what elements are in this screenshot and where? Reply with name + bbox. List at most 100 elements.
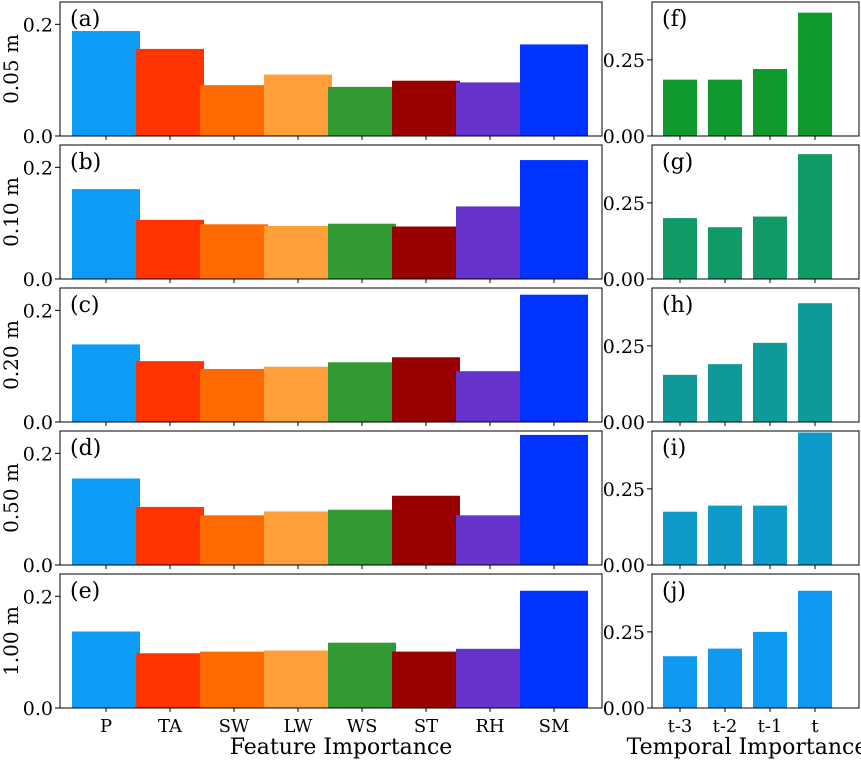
bar-t-2 — [708, 227, 742, 279]
bar-SW — [200, 368, 268, 422]
xtick-label: LW — [284, 716, 313, 737]
ytick-label: 0.25 — [603, 50, 645, 72]
bar-TA — [136, 48, 204, 136]
xtick-label: ST — [414, 716, 438, 737]
bar-TA — [136, 506, 204, 565]
panel-letter: (d) — [70, 436, 101, 461]
bar-SM — [520, 590, 588, 708]
panel-j: 0.00 0.25 t-3 t-2 t-1 t (j) — [603, 573, 860, 737]
bar-ST — [392, 80, 460, 136]
bar-LW — [264, 650, 332, 708]
bar-ST — [392, 226, 460, 279]
ytick-label: 0.0 — [23, 269, 53, 291]
panel-letter: (f) — [662, 7, 687, 32]
bar-P — [72, 344, 140, 422]
panel-frame — [651, 287, 860, 423]
panel-frame — [651, 430, 860, 566]
panel-c: 0.0 0.2 (c) 0.20 m — [0, 287, 603, 434]
xtick-label: t-2 — [713, 716, 738, 737]
bar-ST — [392, 495, 460, 565]
panel-letter: (a) — [70, 7, 100, 32]
bar-LW — [264, 511, 332, 565]
bar-LW — [264, 74, 332, 136]
bar-SM — [520, 160, 588, 279]
bar-t — [798, 590, 832, 708]
bar-t-2 — [708, 79, 742, 136]
xtick-label: SM — [539, 716, 570, 737]
panel-a: 0.0 0.2 (a) 0.05 m — [0, 1, 603, 148]
bar-t — [798, 303, 832, 422]
bar-TA — [136, 653, 204, 708]
bar-SM — [520, 434, 588, 565]
bar-P — [72, 31, 140, 136]
xtick-label: t-1 — [758, 716, 783, 737]
panel-frame — [59, 287, 603, 423]
bar-P — [72, 478, 140, 565]
xtick-label: t — [811, 716, 819, 737]
bar-SW — [200, 651, 268, 708]
bar-WS — [328, 86, 396, 136]
bar-TA — [136, 361, 204, 422]
bar-TA — [136, 219, 204, 279]
bar-RH — [456, 515, 524, 565]
panel-letter: (c) — [70, 293, 100, 318]
bar-t — [798, 154, 832, 279]
bar-WS — [328, 509, 396, 565]
ytick-label: 0.2 — [23, 300, 53, 322]
ytick-label: 0.0 — [23, 412, 53, 434]
ytick-label: 0.00 — [603, 269, 645, 291]
bar-t-3 — [663, 374, 697, 422]
bar-WS — [328, 642, 396, 708]
ytick-label: 0.25 — [603, 622, 645, 644]
ylabel: 0.10 m — [0, 177, 23, 247]
panel-frame — [651, 1, 860, 137]
bar-t-3 — [663, 656, 697, 708]
bar-ST — [392, 651, 460, 708]
panel-letter: (b) — [70, 150, 101, 175]
bar-t-3 — [663, 511, 697, 565]
ylabel: 1.00 m — [0, 606, 23, 676]
bar-SW — [200, 515, 268, 565]
bar-ST — [392, 357, 460, 422]
bar-LW — [264, 366, 332, 422]
bar-t-3 — [663, 79, 697, 136]
ytick-label: 0.0 — [23, 126, 53, 148]
bar-t-2 — [708, 364, 742, 422]
xtick-label: P — [100, 716, 112, 737]
ytick-label: 0.0 — [23, 555, 53, 577]
panel-frame — [59, 1, 603, 137]
panel-frame — [59, 430, 603, 566]
bar-t-1 — [753, 505, 787, 565]
ytick-label: 0.0 — [23, 698, 53, 720]
bar-t-1 — [753, 631, 787, 708]
bar-RH — [456, 82, 524, 136]
ytick-label: 0.00 — [603, 555, 645, 577]
panel-frame — [59, 573, 603, 709]
bar-t-2 — [708, 648, 742, 708]
bar-SW — [200, 85, 268, 136]
bar-RH — [456, 206, 524, 279]
bar-LW — [264, 225, 332, 279]
xtick-label: RH — [475, 716, 504, 737]
temporal-importance-xlabel: Temporal Importance — [627, 735, 861, 760]
ytick-label: 0.00 — [603, 126, 645, 148]
xtick-label: TA — [158, 716, 183, 737]
feature-importance-xlabel: Feature Importance — [230, 735, 453, 760]
bar-RH — [456, 648, 524, 708]
ytick-label: 0.2 — [23, 443, 53, 465]
bar-WS — [328, 223, 396, 279]
ytick-label: 0.2 — [23, 14, 53, 36]
ytick-label: 0.2 — [23, 157, 53, 179]
ytick-label: 0.00 — [603, 412, 645, 434]
bar-t — [798, 12, 832, 137]
bar-t — [798, 432, 832, 565]
ylabel: 0.20 m — [0, 320, 23, 390]
panel-h: 0.00 0.25 (h) — [603, 287, 860, 434]
ytick-label: 0.25 — [603, 336, 645, 358]
panel-frame — [59, 144, 603, 280]
panel-letter: (e) — [70, 579, 100, 604]
ytick-label: 0.25 — [603, 193, 645, 215]
ylabel: 0.50 m — [0, 463, 23, 533]
xtick-label: SW — [219, 716, 250, 737]
